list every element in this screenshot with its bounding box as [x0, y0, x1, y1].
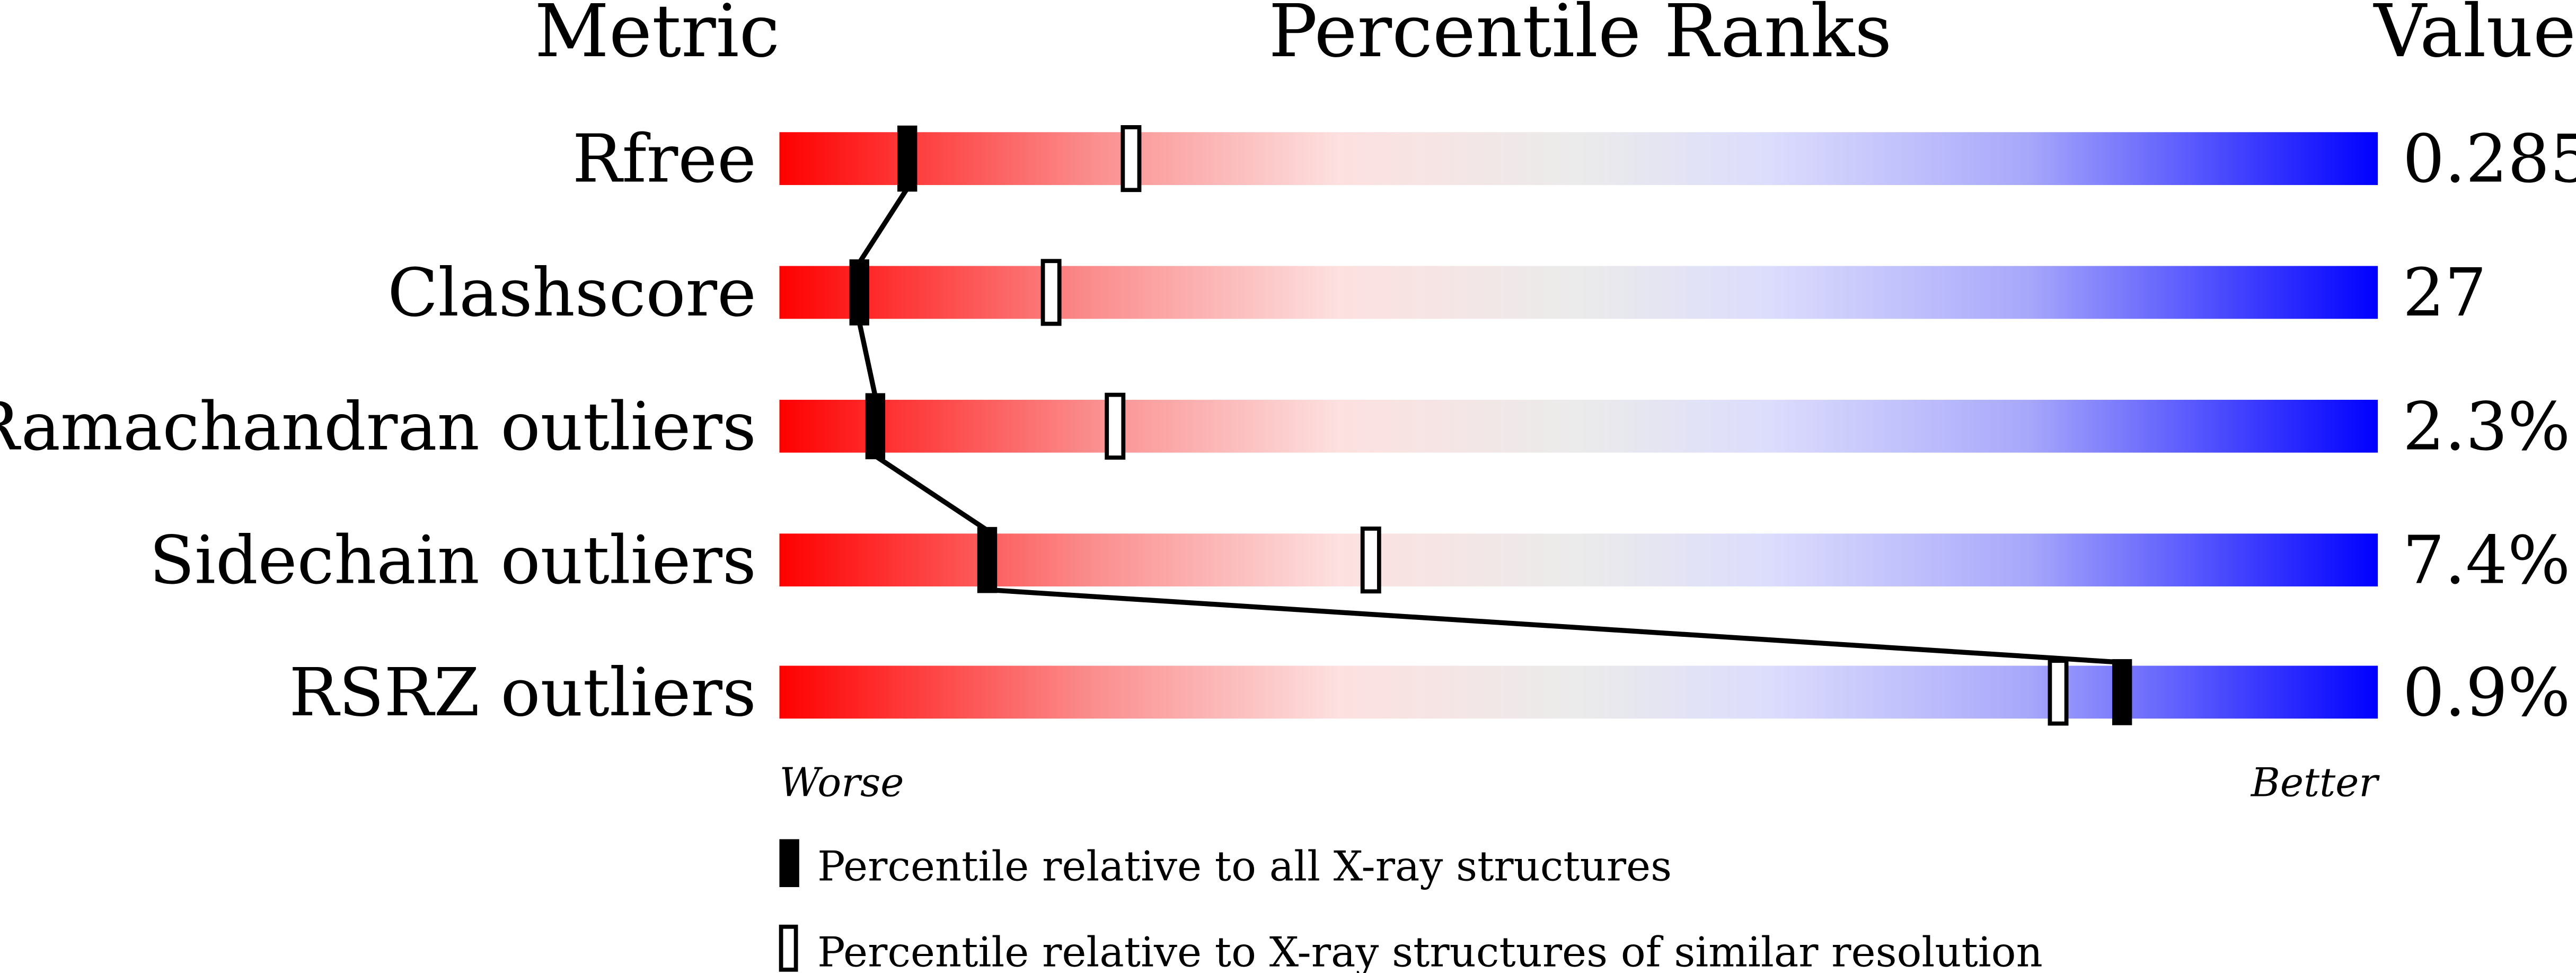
metric-value: 0.285 [2403, 121, 2576, 198]
metric-value: 2.3% [2403, 388, 2571, 465]
legend-filled-marker-icon [779, 839, 799, 887]
worse-label: Worse [779, 760, 904, 806]
better-label: Better [2250, 760, 2380, 806]
header-metric: Metric [535, 0, 780, 74]
percentile-bar [779, 399, 2378, 453]
metric-label: Clashscore [387, 255, 756, 331]
all-structures-marker [865, 393, 886, 460]
header-percentile-ranks: Percentile Ranks [1268, 0, 1892, 74]
percentile-bar [779, 533, 2378, 586]
metric-label: Rfree [572, 121, 756, 198]
all-structures-marker [2112, 659, 2132, 725]
all-structures-marker [897, 125, 918, 192]
all-structures-marker [849, 259, 869, 326]
metric-value: 7.4% [2403, 522, 2571, 599]
similar-resolution-marker [1360, 527, 1381, 594]
percentile-bar [779, 266, 2378, 319]
header-value: Value [2373, 0, 2576, 74]
metric-label: Ramachandran outliers [0, 388, 756, 465]
legend-all-structures: Percentile relative to all X-ray structu… [817, 843, 1672, 891]
similar-resolution-marker [1105, 392, 1126, 460]
percentile-bar [779, 665, 2378, 719]
similar-resolution-marker [2048, 659, 2069, 726]
metric-label: Sidechain outliers [149, 522, 756, 599]
metric-label: RSRZ outliers [289, 654, 756, 731]
percentile-bar [779, 132, 2378, 185]
metric-value: 27 [2403, 255, 2487, 331]
metric-value: 0.9% [2403, 654, 2571, 731]
similar-resolution-marker [1040, 259, 1062, 326]
similar-resolution-marker [1121, 125, 1142, 192]
legend-open-marker-icon [779, 924, 798, 972]
legend-similar-resolution: Percentile relative to X-ray structures … [817, 929, 2043, 973]
all-structures-marker [977, 527, 998, 593]
